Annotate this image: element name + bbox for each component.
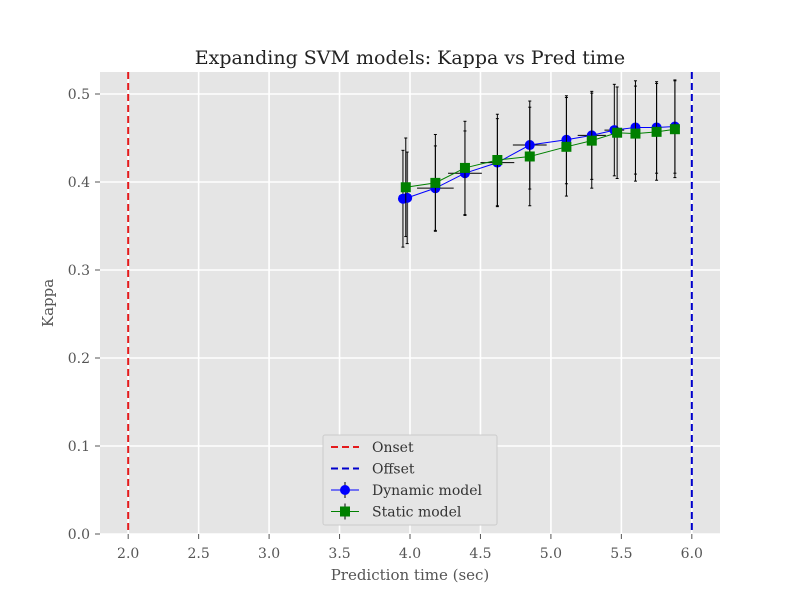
legend-box: [322, 434, 498, 526]
legend-label: Onset: [372, 440, 414, 456]
data-point: [630, 128, 641, 139]
data-point: [651, 126, 662, 137]
y-tick-label: 0.4: [68, 175, 90, 191]
x-tick-label: 5.5: [610, 546, 632, 562]
x-tick-label: 5.0: [540, 546, 562, 562]
legend-swatch-marker: [340, 506, 350, 517]
data-point: [459, 162, 470, 173]
data-point: [402, 192, 413, 203]
data-point: [430, 177, 441, 188]
x-tick-label: 2.0: [117, 546, 139, 562]
x-tick-label: 6.0: [681, 546, 703, 562]
data-point: [492, 155, 503, 165]
x-axis-ticks: 2.0 2.5 3.0 3.5 4.0 4.5 5.0 5.5 6.0: [117, 534, 703, 562]
x-tick-label: 4.0: [399, 546, 421, 562]
series-group: [397, 79, 680, 248]
y-axis-label: Kappa: [39, 279, 57, 327]
data-point: [669, 124, 680, 135]
y-tick-label: 0.5: [68, 87, 90, 103]
legend-label: Offset: [372, 462, 415, 478]
y-tick-label: 0.0: [68, 527, 90, 543]
y-tick-label: 0.3: [68, 263, 90, 279]
y-tick-label: 0.1: [68, 439, 90, 455]
y-tick-label: 0.2: [68, 351, 90, 367]
x-tick-label: 4.5: [469, 546, 491, 562]
reference-lines: [127, 72, 693, 534]
data-point: [400, 182, 411, 193]
legend-swatch-marker: [340, 485, 350, 495]
legend-label: Static model: [372, 505, 462, 521]
data-point: [524, 151, 535, 162]
data-point: [586, 135, 597, 146]
x-tick-label: 3.0: [258, 546, 280, 562]
data-point: [561, 141, 572, 152]
x-tick-label: 3.5: [328, 546, 350, 562]
legend: Onset Offset Dynamic model Static model: [322, 434, 498, 526]
legend-label: Dynamic model: [372, 483, 482, 499]
chart-title: Expanding SVM models: Kappa vs Pred time: [195, 47, 625, 69]
x-tick-label: 2.5: [188, 546, 210, 562]
data-point: [612, 127, 623, 138]
x-axis-label: Prediction time (sec): [331, 566, 490, 584]
series-static-model: [400, 80, 680, 238]
y-axis-ticks: 0.0 0.1 0.2 0.3 0.4 0.5: [68, 87, 100, 543]
